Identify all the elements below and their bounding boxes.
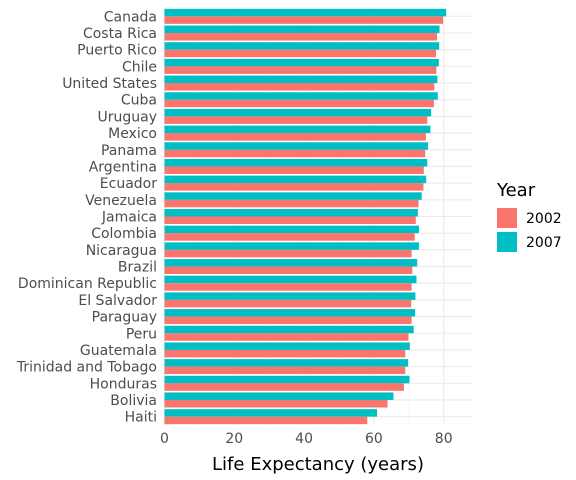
legend: Year 2002 2007 bbox=[496, 180, 562, 252]
bar-2007 bbox=[164, 208, 418, 217]
x-tick-label: 40 bbox=[295, 431, 313, 447]
category-label: Panama bbox=[101, 143, 157, 159]
category-label: Chile bbox=[122, 59, 157, 75]
bar-2007 bbox=[164, 309, 416, 317]
category-label: Costa Rica bbox=[83, 26, 157, 42]
bar-2002 bbox=[164, 366, 406, 375]
bar-2007 bbox=[164, 8, 447, 17]
category-label: Trinidad and Tobago bbox=[16, 360, 157, 376]
bar-2007 bbox=[164, 142, 428, 150]
bars-layer bbox=[164, 8, 447, 425]
x-tick-label: 80 bbox=[435, 431, 453, 447]
x-axis-ticks: 0 20 40 60 80 bbox=[160, 431, 453, 447]
bar-2007 bbox=[164, 225, 419, 234]
bar-2007 bbox=[164, 325, 414, 334]
bar-2002 bbox=[164, 416, 368, 425]
bar-2007 bbox=[164, 342, 410, 350]
x-tick-label: 20 bbox=[225, 431, 243, 447]
category-label: Jamaica bbox=[101, 210, 157, 226]
bar-2007 bbox=[164, 75, 438, 84]
category-label: Bolivia bbox=[110, 393, 157, 409]
bar-2007 bbox=[164, 242, 419, 250]
bar-2007 bbox=[164, 25, 440, 34]
bar-2002 bbox=[164, 399, 388, 408]
category-label: Uruguay bbox=[98, 109, 158, 125]
category-label: Mexico bbox=[108, 126, 157, 142]
bar-2002 bbox=[164, 383, 404, 391]
category-label: Peru bbox=[126, 326, 157, 342]
bar-2002 bbox=[164, 33, 438, 41]
bar-2002 bbox=[164, 316, 412, 325]
category-label: Venezuela bbox=[85, 193, 157, 209]
category-label: Puerto Rico bbox=[77, 43, 157, 59]
bar-2002 bbox=[164, 349, 406, 358]
category-label: Colombia bbox=[91, 226, 157, 242]
bar-2007 bbox=[164, 92, 438, 100]
category-label: Dominican Republic bbox=[18, 276, 157, 292]
legend-swatch-2002 bbox=[497, 208, 517, 228]
category-label: Ecuador bbox=[100, 176, 157, 192]
bar-2007 bbox=[164, 292, 416, 300]
category-label: Guatemala bbox=[80, 343, 157, 359]
category-label: Brazil bbox=[118, 260, 157, 276]
category-label: Canada bbox=[104, 9, 157, 25]
bar-2007 bbox=[164, 392, 394, 400]
legend-label-2007: 2007 bbox=[526, 235, 562, 251]
legend-items: 2002 2007 bbox=[497, 208, 562, 252]
bar-2002 bbox=[164, 116, 428, 124]
bar-2002 bbox=[164, 183, 424, 191]
category-label: Honduras bbox=[90, 376, 157, 392]
category-label: Argentina bbox=[89, 159, 157, 175]
category-label: Nicaragua bbox=[86, 243, 157, 259]
x-axis-title: Life Expectancy (years) bbox=[212, 454, 424, 475]
bar-2002 bbox=[164, 299, 412, 308]
bar-2007 bbox=[164, 259, 418, 267]
bar-2002 bbox=[164, 216, 416, 225]
bar-2002 bbox=[164, 66, 437, 74]
bar-2002 bbox=[164, 133, 426, 141]
bar-2007 bbox=[164, 192, 422, 200]
legend-title: Year bbox=[496, 180, 536, 201]
category-label: United States bbox=[62, 76, 157, 92]
bar-2002 bbox=[164, 49, 437, 58]
bar-2002 bbox=[164, 333, 409, 341]
x-tick-label: 0 bbox=[160, 431, 169, 447]
bar-2002 bbox=[164, 149, 426, 158]
bar-2007 bbox=[164, 359, 409, 367]
bar-2002 bbox=[164, 16, 444, 24]
bar-2002 bbox=[164, 166, 424, 174]
bar-2002 bbox=[164, 266, 413, 275]
bar-2002 bbox=[164, 199, 419, 208]
category-label: Cuba bbox=[121, 93, 157, 109]
bar-2002 bbox=[164, 249, 412, 258]
bar-2007 bbox=[164, 108, 432, 117]
bar-2007 bbox=[164, 275, 417, 284]
legend-label-2002: 2002 bbox=[526, 211, 562, 227]
bar-2007 bbox=[164, 175, 427, 184]
bar-2007 bbox=[164, 375, 410, 384]
category-label: El Salvador bbox=[78, 293, 157, 309]
x-tick-label: 60 bbox=[365, 431, 383, 447]
bar-2007 bbox=[164, 58, 439, 67]
bar-2002 bbox=[164, 83, 435, 91]
bar-2002 bbox=[164, 99, 434, 108]
category-label: Haiti bbox=[125, 410, 157, 426]
bar-2007 bbox=[164, 409, 378, 417]
bar-2007 bbox=[164, 42, 440, 50]
bar-2002 bbox=[164, 233, 415, 241]
legend-swatch-2007 bbox=[497, 232, 517, 252]
bar-2002 bbox=[164, 283, 412, 291]
bar-2007 bbox=[164, 125, 431, 134]
category-label: Paraguay bbox=[92, 310, 157, 326]
bar-2007 bbox=[164, 158, 428, 167]
